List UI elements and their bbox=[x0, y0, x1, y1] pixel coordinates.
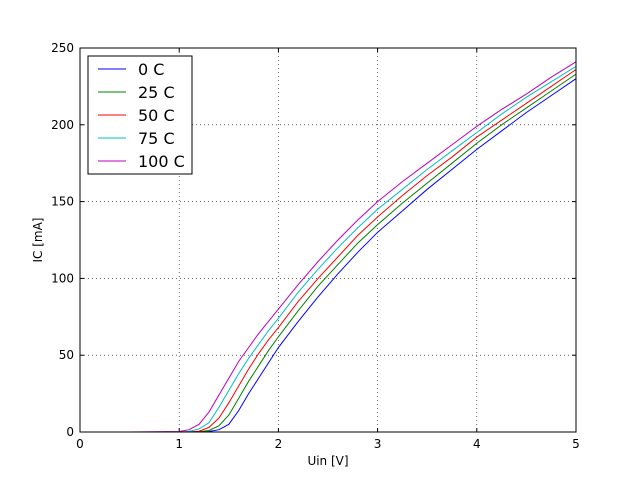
series-line bbox=[80, 73, 577, 433]
y-tick-label: 250 bbox=[51, 41, 74, 55]
series-line bbox=[80, 69, 577, 433]
x-tick-label: 5 bbox=[572, 437, 580, 451]
x-tick-label: 3 bbox=[374, 437, 382, 451]
x-tick-label: 2 bbox=[275, 437, 283, 451]
series-line bbox=[80, 66, 577, 433]
legend-label: 75 C bbox=[138, 129, 175, 148]
y-axis-label: IC [mA] bbox=[31, 218, 45, 263]
legend-label: 100 C bbox=[138, 152, 185, 171]
y-tick-label: 0 bbox=[66, 425, 74, 439]
plot-frame bbox=[79, 47, 577, 433]
y-tick-label: 100 bbox=[51, 271, 74, 285]
legend-label: 25 C bbox=[138, 83, 175, 102]
x-axis-label: Uin [V] bbox=[307, 454, 348, 468]
legend-label: 0 C bbox=[138, 60, 164, 79]
series-line bbox=[80, 61, 577, 433]
x-tick-label: 4 bbox=[473, 437, 481, 451]
y-tick-label: 200 bbox=[51, 118, 74, 132]
y-tick-label: 150 bbox=[51, 195, 74, 209]
legend-label: 50 C bbox=[138, 106, 175, 125]
x-tick-label: 0 bbox=[76, 437, 84, 451]
x-tick-label: 1 bbox=[175, 437, 183, 451]
y-tick-label: 50 bbox=[59, 348, 74, 362]
